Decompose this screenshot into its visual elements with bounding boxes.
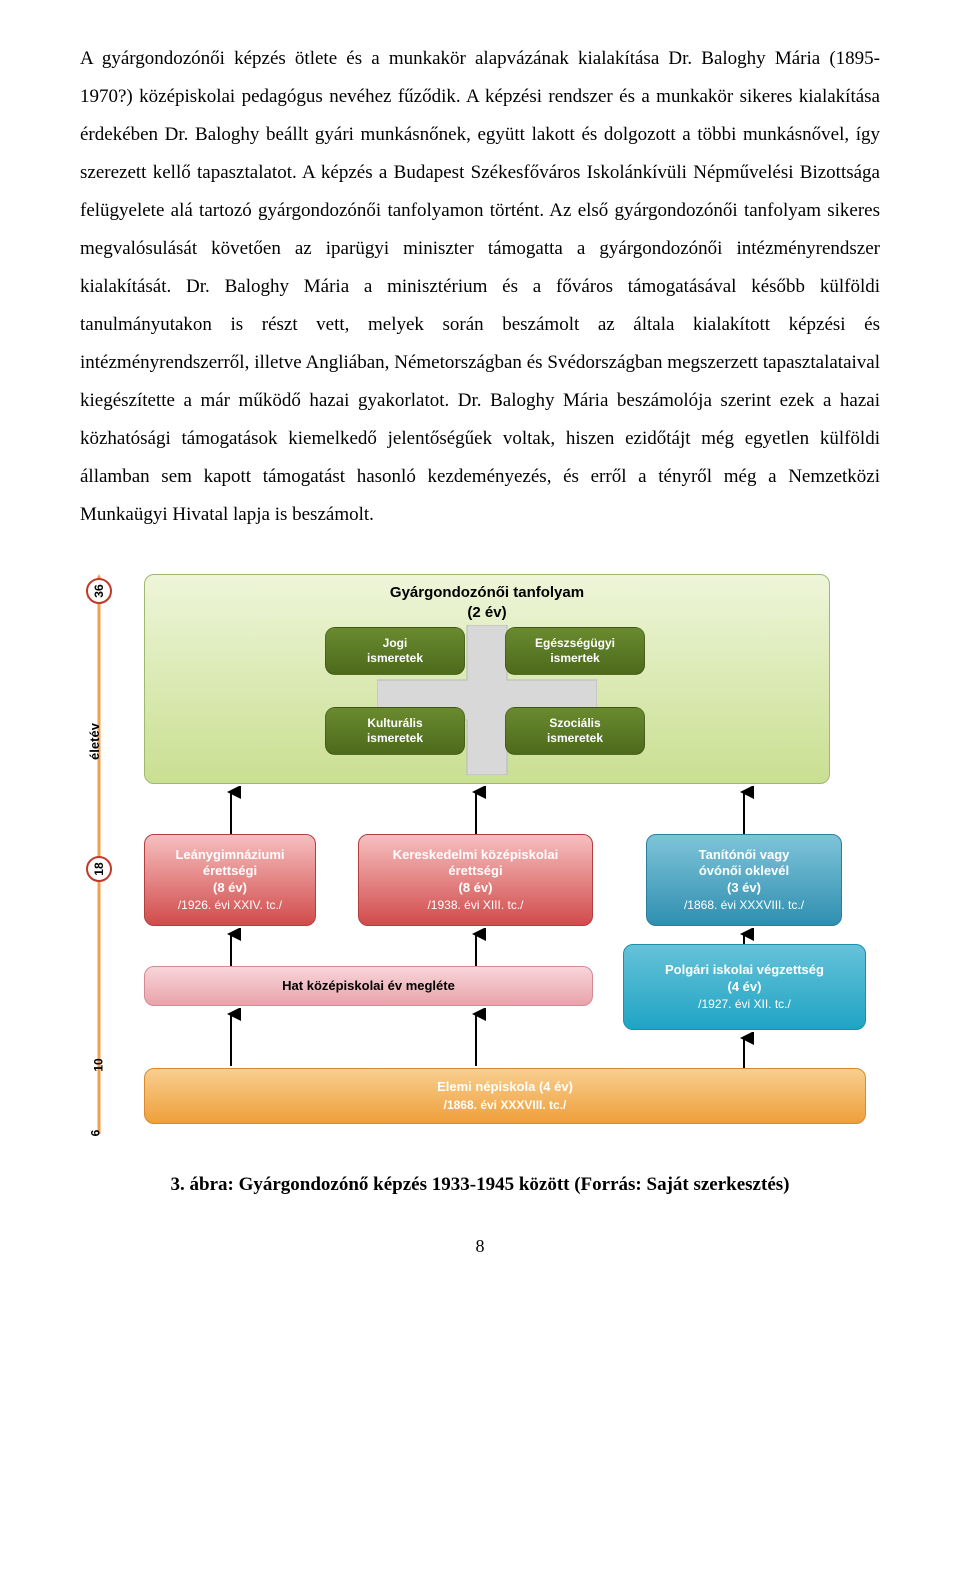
box-teacher: Tanítónői vagy óvónői oklevél (3 év) /18… <box>646 834 842 926</box>
arrow-orange-pink2 <box>466 1008 486 1068</box>
page-number: 8 <box>80 1236 880 1257</box>
box-hsg-law: /1926. évi XXIV. tc./ <box>178 898 282 913</box>
arrow-red1-up <box>221 786 241 836</box>
box-elem-law: /1868. évi XXXVIII. tc./ <box>444 1098 567 1113</box>
box-civil-title: Polgári iskolai végzettség <box>665 962 824 978</box>
arrow-blue-up <box>734 786 754 836</box>
leaf-cultural: Kulturális ismeretek <box>325 707 465 755</box>
box-com-law: /1938. évi XIII. tc./ <box>427 898 523 913</box>
leaf-legal-text: Jogi ismeretek <box>367 636 423 666</box>
box-highschool-girls: Leánygimnáziumi érettségi (8 év) /1926. … <box>144 834 316 926</box>
age-axis: 36 életév 18 10 6 <box>80 574 118 1144</box>
box-teach-years: (3 év) <box>727 880 761 896</box>
leaf-cultural-text: Kulturális ismeretek <box>367 716 423 746</box>
box-teach-law: /1868. évi XXXVIII. tc./ <box>684 898 804 913</box>
top-course-box: Gyárgondozónői tanfolyam (2 év) Jogi ism… <box>144 574 830 784</box>
arrow-red2-up <box>466 786 486 836</box>
arrow-orange-pink1 <box>221 1008 241 1068</box>
box-civil-years: (4 év) <box>728 979 762 995</box>
age-axis-label: életév <box>87 723 102 760</box>
age-marker-36-text: 36 <box>92 584 106 597</box>
age-marker-18-text: 18 <box>92 862 106 875</box>
leaf-health-text: Egészségügyi ismertek <box>535 636 615 666</box>
box-com-title: Kereskedelmi középiskolai érettségi <box>393 847 558 880</box>
box-commercial: Kereskedelmi középiskolai érettségi (8 é… <box>358 834 593 926</box>
leaf-social: Szociális ismeretek <box>505 707 645 755</box>
leaf-health: Egészségügyi ismertek <box>505 627 645 675</box>
age-tick-6: 6 <box>88 1130 102 1137</box>
box-hsg-title: Leánygimnáziumi érettségi <box>175 847 284 880</box>
box-hsg-years: (8 év) <box>213 880 247 896</box>
box-elem-title: Elemi népiskola (4 év) <box>437 1079 573 1095</box>
leaf-legal: Jogi ismeretek <box>325 627 465 675</box>
age-tick-10: 10 <box>92 1058 106 1071</box>
box-civil-law: /1927. évi XII. tc./ <box>698 997 791 1012</box>
arrow-pink-red1 <box>221 928 241 968</box>
top-course-title-line1: Gyárgondozónői tanfolyam <box>390 584 584 601</box>
box-com-years: (8 év) <box>459 880 493 896</box>
arrow-orange-blue <box>734 1032 754 1070</box>
box-six-years: Hat középiskolai év megléte <box>144 966 593 1006</box>
leaf-social-text: Szociális ismeretek <box>547 716 603 746</box>
box-civil-school: Polgári iskolai végzettség (4 év) /1927.… <box>623 944 866 1030</box>
box-elementary: Elemi népiskola (4 év) /1868. évi XXXVII… <box>144 1068 866 1124</box>
age-marker-18: 18 <box>86 856 112 882</box>
diagram-container: 36 életév 18 10 6 Gyárgondozónői tanfoly… <box>80 574 880 1144</box>
top-course-title: Gyárgondozónői tanfolyam (2 év) <box>145 583 829 622</box>
body-paragraph: A gyárgondozónői képzés ötlete és a munk… <box>80 40 880 534</box>
education-diagram: Gyárgondozónői tanfolyam (2 év) Jogi ism… <box>126 574 880 1144</box>
age-marker-36: 36 <box>86 578 112 604</box>
top-course-title-line2: (2 év) <box>467 604 506 621</box>
box-teach-title: Tanítónői vagy óvónői oklevél <box>699 847 790 880</box>
box-sixyears-text: Hat középiskolai év megléte <box>282 978 455 994</box>
arrow-pink-red2 <box>466 928 486 968</box>
figure-caption: 3. ábra: Gyárgondozónő képzés 1933-1945 … <box>80 1174 880 1196</box>
